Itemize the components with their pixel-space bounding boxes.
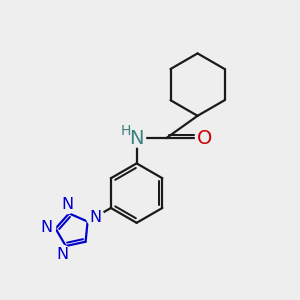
Text: H: H [120, 124, 130, 138]
Text: N: N [129, 129, 144, 148]
Text: N: N [40, 220, 53, 235]
Text: N: N [56, 247, 68, 262]
Circle shape [86, 208, 104, 226]
Text: N: N [61, 197, 73, 212]
Circle shape [58, 196, 76, 214]
Text: O: O [197, 129, 212, 148]
Text: N: N [89, 210, 101, 225]
Circle shape [128, 129, 146, 147]
Circle shape [38, 219, 56, 237]
Circle shape [196, 129, 213, 147]
Circle shape [53, 245, 71, 263]
